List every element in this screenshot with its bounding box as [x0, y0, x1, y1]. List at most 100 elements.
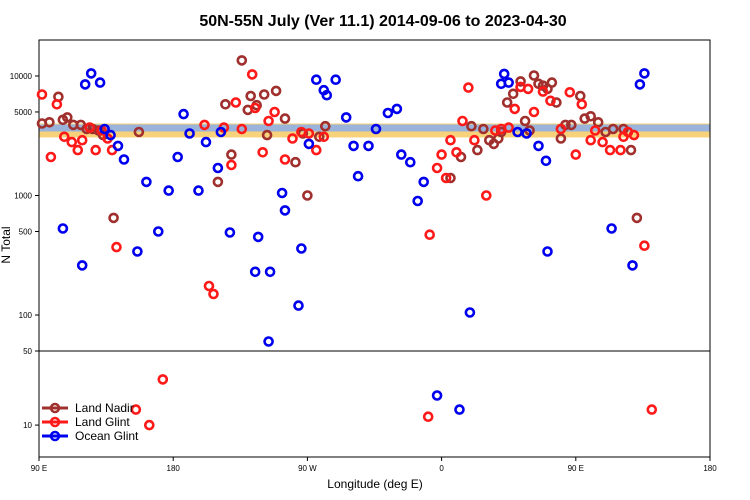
point-land-glint — [604, 144, 616, 156]
y-tick-label: 100 — [19, 311, 33, 320]
point-ocean-glint — [94, 77, 106, 88]
point-ocean-glint — [330, 74, 342, 85]
point-ocean-glint — [105, 129, 116, 141]
point-ocean-glint — [263, 336, 274, 347]
point-land-glint — [246, 69, 258, 80]
point-ocean-glint — [391, 103, 403, 115]
point-land-nadir — [133, 126, 145, 138]
point-land-nadir — [528, 70, 540, 81]
point-land-nadir — [625, 144, 637, 156]
point-ocean-glint — [79, 79, 91, 90]
point-land-glint — [424, 229, 436, 240]
point-ocean-glint — [639, 68, 650, 79]
point-land-nadir — [236, 55, 248, 66]
point-ocean-glint — [276, 187, 288, 199]
point-land-nadir — [515, 76, 526, 87]
point-land-glint — [564, 87, 576, 98]
point-land-nadir — [631, 212, 643, 224]
point-land-nadir — [279, 113, 291, 124]
point-land-glint — [208, 288, 219, 300]
point-ocean-glint — [132, 246, 143, 257]
y-tick-label: 1000 — [14, 192, 32, 201]
point-land-glint — [144, 419, 155, 431]
point-land-nadir — [592, 117, 604, 128]
point-land-glint — [269, 106, 280, 118]
plot-frame — [38, 39, 711, 458]
point-ocean-glint — [293, 300, 304, 311]
point-land-glint — [576, 99, 588, 110]
point-land-glint — [597, 136, 608, 148]
point-ocean-glint — [540, 155, 552, 167]
legend-label-ocean-glint: Ocean Glint — [75, 429, 139, 443]
point-land-glint — [509, 103, 521, 115]
point-ocean-glint — [178, 108, 189, 120]
point-land-nadir — [261, 129, 273, 141]
point-ocean-glint — [184, 128, 195, 139]
y-tick-label: 10 — [23, 421, 32, 430]
point-land-glint — [90, 144, 101, 156]
point-ocean-glint — [118, 154, 130, 165]
point-ocean-glint — [296, 243, 307, 254]
point-ocean-glint — [634, 79, 646, 90]
point-ocean-glint — [627, 260, 638, 271]
point-land-glint — [555, 123, 567, 135]
y-tick-label: 500 — [19, 227, 33, 236]
y-tick-label: 5000 — [14, 108, 32, 117]
point-land-nadir — [258, 89, 270, 100]
point-land-glint — [66, 136, 78, 148]
axis-ticks: 90 E 180 90 W 0 90 E 180 10000 5000 1000 500 100 50… — [10, 72, 717, 473]
point-land-nadir — [445, 172, 456, 184]
point-land-glint — [628, 129, 640, 141]
point-land-glint — [157, 374, 169, 385]
point-land-glint — [72, 144, 84, 156]
point-ocean-glint — [454, 404, 465, 415]
point-land-nadir — [466, 120, 477, 132]
point-land-glint — [310, 144, 322, 156]
point-ocean-glint — [153, 226, 164, 237]
point-land-nadir — [574, 90, 586, 102]
point-land-nadir — [607, 123, 619, 135]
plot-border — [38, 39, 711, 458]
point-ocean-glint — [321, 89, 333, 101]
point-ocean-glint — [249, 266, 261, 278]
data-points — [36, 55, 658, 431]
point-land-glint — [287, 133, 298, 144]
x-tick-label: 90 W — [298, 464, 317, 473]
point-ocean-glint — [212, 162, 224, 174]
x-tick-label: 0 — [439, 464, 444, 473]
point-land-glint — [489, 125, 501, 136]
point-land-nadir — [44, 117, 55, 128]
point-land-nadir — [302, 190, 313, 201]
point-land-glint — [469, 134, 480, 146]
point-ocean-glint — [533, 140, 544, 152]
point-land-nadir — [212, 176, 224, 188]
legend-label-land-nadir: Land Nadir — [75, 401, 134, 415]
point-ocean-glint — [224, 227, 236, 238]
point-ocean-glint — [85, 68, 97, 79]
point-ocean-glint — [252, 231, 264, 243]
x-axis-label: Longitude (deg E) — [327, 477, 422, 491]
point-land-glint — [303, 128, 315, 139]
point-ocean-glint — [215, 126, 227, 138]
point-land-nadir — [519, 115, 531, 127]
point-land-nadir — [245, 90, 256, 102]
point-ocean-glint — [193, 185, 204, 196]
y-axis-label: N Total — [0, 226, 13, 263]
point-ocean-glint — [352, 170, 364, 182]
point-ocean-glint — [418, 176, 430, 188]
chart-title: 50N-55N July (Ver 11.1) 2014-09-06 to 20… — [199, 13, 566, 30]
point-land-nadir — [585, 111, 597, 122]
point-land-glint — [503, 122, 515, 133]
x-tick-label: 90 E — [568, 464, 584, 473]
point-ocean-glint — [363, 140, 374, 152]
point-land-glint — [457, 115, 468, 127]
point-land-nadir — [565, 119, 577, 131]
point-land-glint — [436, 149, 447, 160]
point-land-nadir — [546, 77, 558, 88]
point-land-glint — [84, 122, 95, 133]
point-land-glint — [431, 162, 443, 174]
point-land-glint — [589, 125, 601, 136]
point-land-glint — [585, 134, 597, 146]
point-ocean-glint — [521, 128, 532, 139]
